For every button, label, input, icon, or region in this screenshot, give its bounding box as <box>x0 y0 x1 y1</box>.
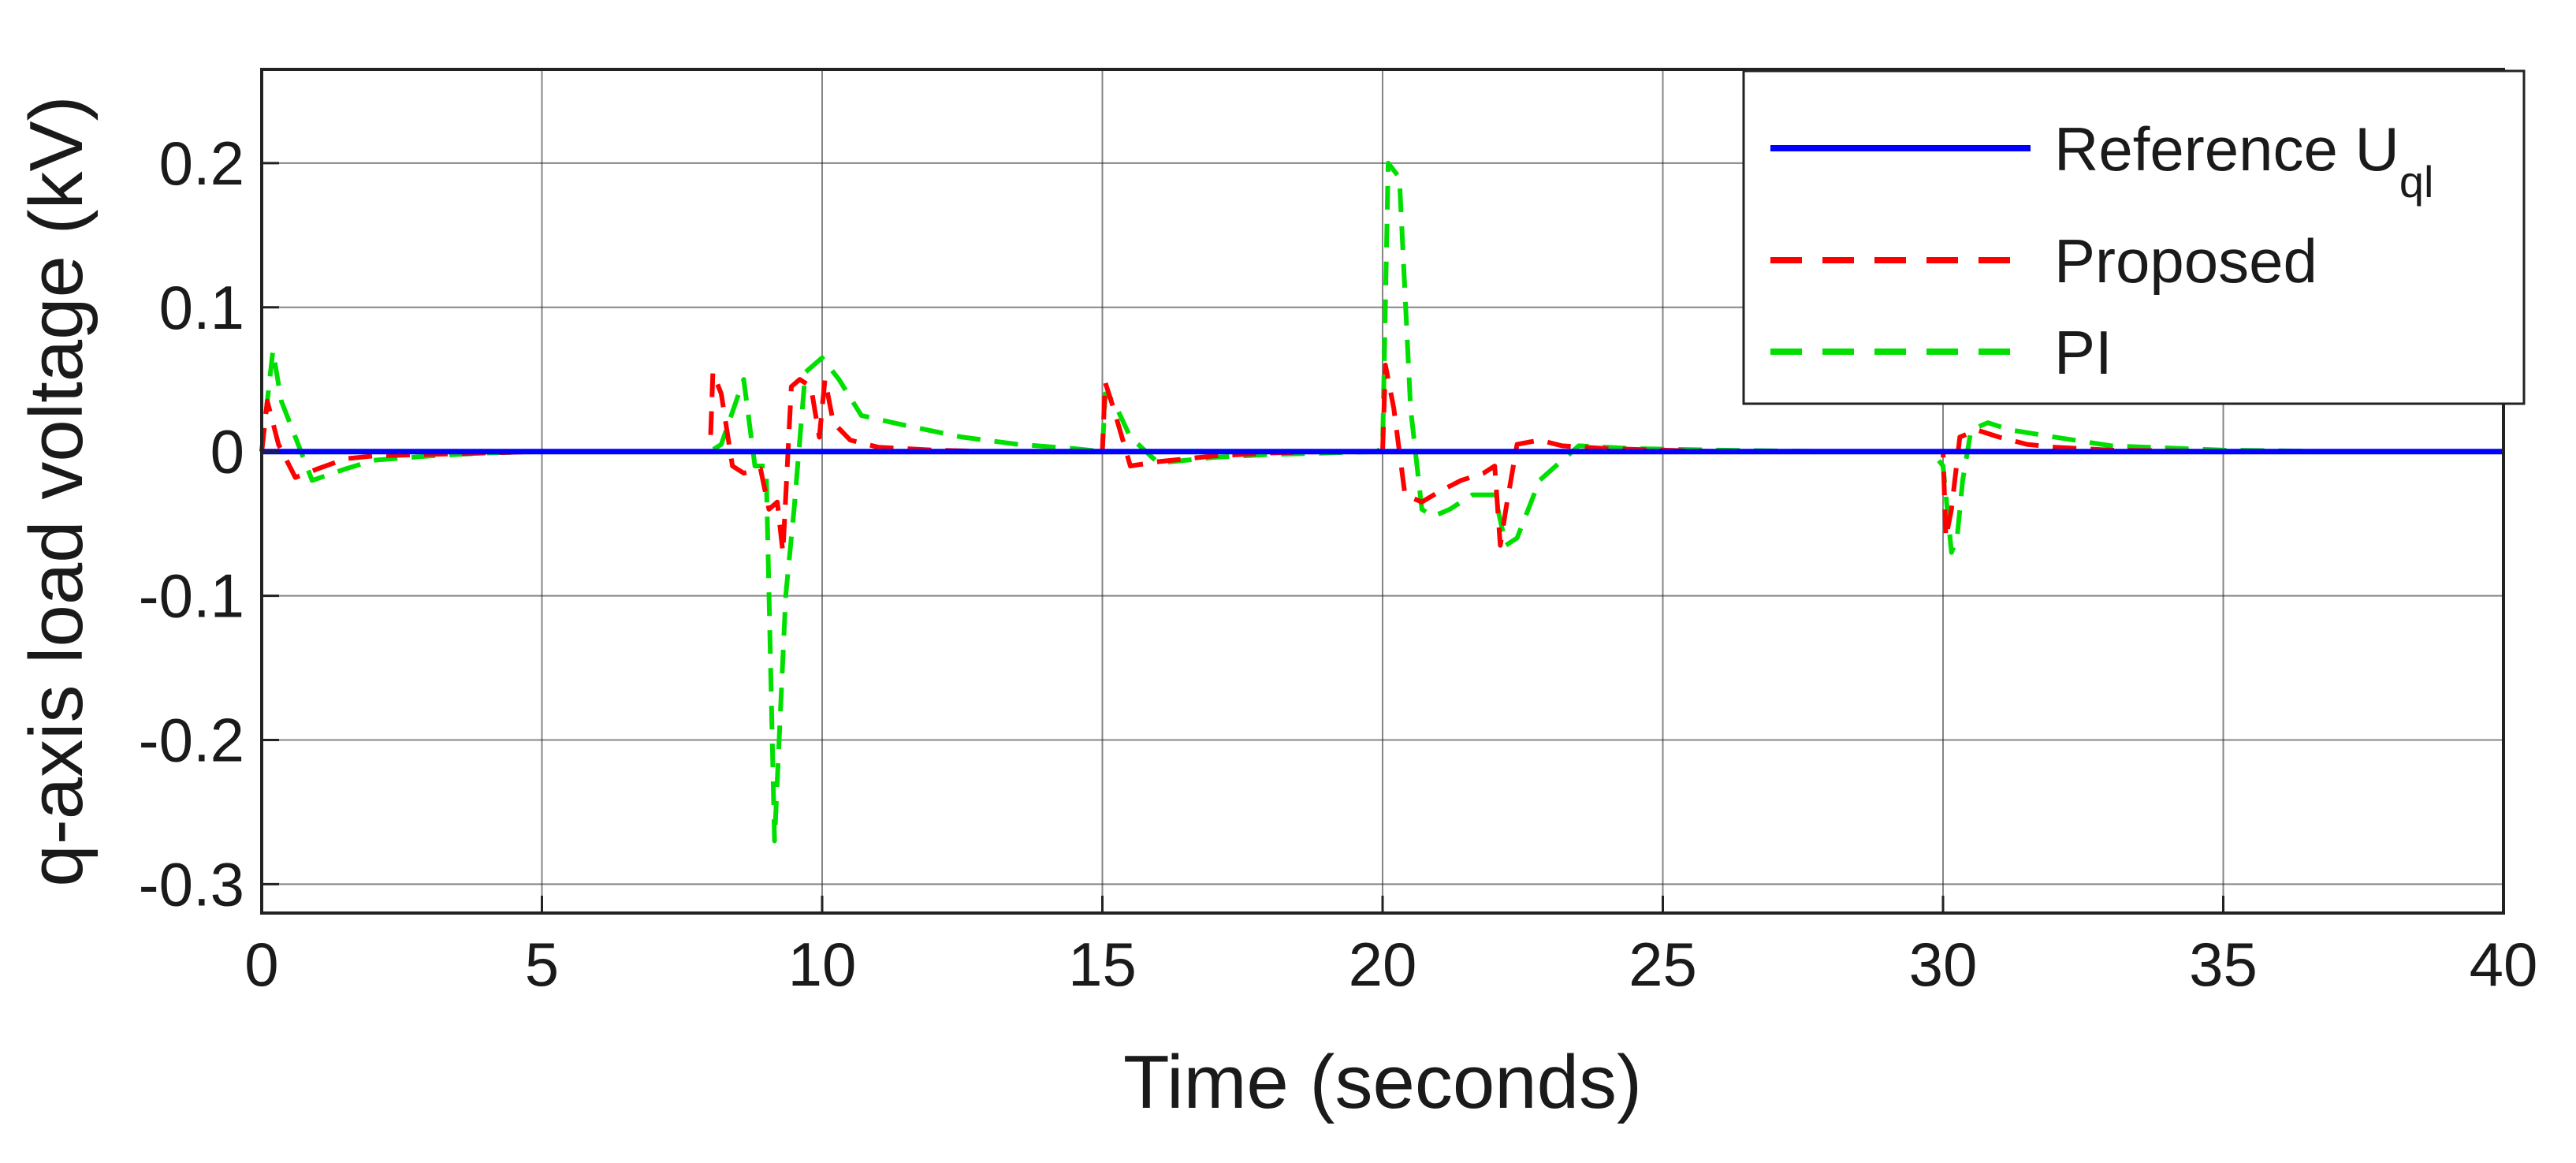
y-tick-label: -0.2 <box>139 706 244 775</box>
axis-ticks: 0 5 10 15 20 25 30 35 40 -0.3 -0.2 -0.1 0 0.1 0.2 <box>139 129 2538 999</box>
x-tick-label: 35 <box>2189 930 2258 999</box>
y-tick-label: 0.2 <box>159 129 244 198</box>
legend: Reference Uql Proposed PI <box>1742 69 2526 405</box>
x-tick-label: 0 <box>244 930 278 999</box>
y-tick-label: 0 <box>210 417 244 486</box>
plot-area <box>259 160 2503 844</box>
legend-label-reference-main: Reference U <box>2054 114 2399 184</box>
x-tick-label: 25 <box>1629 930 1697 999</box>
legend-label-pi: PI <box>2054 318 2113 387</box>
pi-series-line <box>259 160 2503 844</box>
legend-box <box>1742 69 2526 405</box>
legend-label-reference: Reference Uql <box>2054 114 2433 207</box>
x-tick-label: 20 <box>1349 930 1417 999</box>
y-tick-label: -0.1 <box>139 561 244 631</box>
y-axis-label: q-axis load voltage (kV) <box>14 95 99 886</box>
legend-label-proposed: Proposed <box>2054 226 2317 296</box>
x-tick-label: 40 <box>2470 930 2538 999</box>
legend-label-reference-subscript: ql <box>2399 157 2434 207</box>
x-tick-label: 15 <box>1068 930 1137 999</box>
x-tick-label: 30 <box>1909 930 1978 999</box>
x-axis-label: Time (seconds) <box>1123 1040 1642 1124</box>
y-tick-label: 0.1 <box>159 273 244 342</box>
y-tick-label: -0.3 <box>139 849 244 919</box>
x-tick-label: 5 <box>525 930 559 999</box>
x-tick-label: 10 <box>788 930 857 999</box>
